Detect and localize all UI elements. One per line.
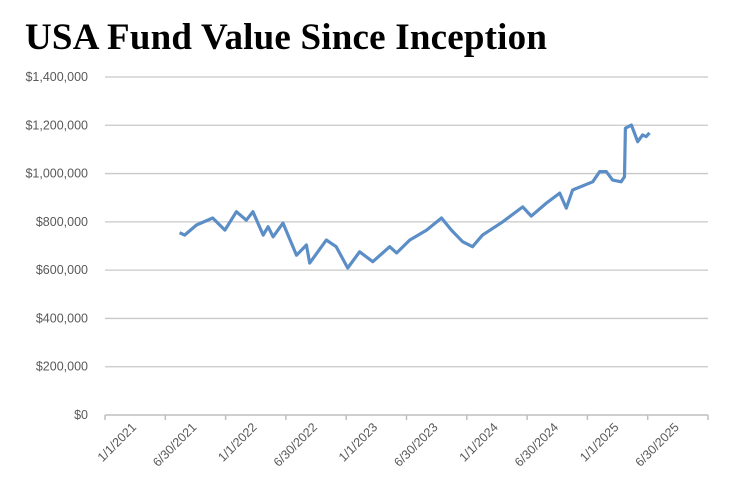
- y-tick-label: $1,200,000: [25, 118, 88, 132]
- y-tick-label: $600,000: [36, 263, 88, 277]
- y-tick-label: $400,000: [36, 311, 88, 325]
- x-tick-label: 1/1/2022: [215, 420, 259, 464]
- x-tick-label: 1/1/2023: [336, 420, 380, 464]
- chart-title: USA Fund Value Since Inception: [25, 17, 548, 58]
- x-tick-label: 1/1/2021: [95, 420, 139, 464]
- gridlines: [105, 76, 708, 368]
- x-axis: [104, 414, 709, 420]
- y-tick-label: $1,400,000: [25, 70, 88, 84]
- x-tick-label: 1/1/2024: [457, 420, 501, 464]
- y-axis-labels: $0 $200,000 $400,000 $600,000 $800,000 $1,000…: [25, 70, 88, 422]
- y-tick-label: $1,000,000: [25, 167, 88, 181]
- y-tick-label: $0: [74, 408, 88, 422]
- y-tick-label: $800,000: [36, 215, 88, 229]
- x-tick-label: 6/30/2024: [512, 420, 561, 469]
- x-tick-label: 6/30/2021: [150, 420, 199, 469]
- x-tick-label: 6/30/2023: [391, 420, 440, 469]
- x-tick-label: 6/30/2022: [271, 420, 320, 469]
- x-tick-label: 1/1/2025: [577, 420, 621, 464]
- x-axis-labels: 1/1/2021 6/30/2021 1/1/2022 6/30/2022 1/1/20…: [95, 420, 682, 469]
- fund-value-line: [178, 123, 651, 270]
- y-tick-label: $200,000: [36, 360, 88, 374]
- x-tick-label: 6/30/2025: [633, 420, 682, 469]
